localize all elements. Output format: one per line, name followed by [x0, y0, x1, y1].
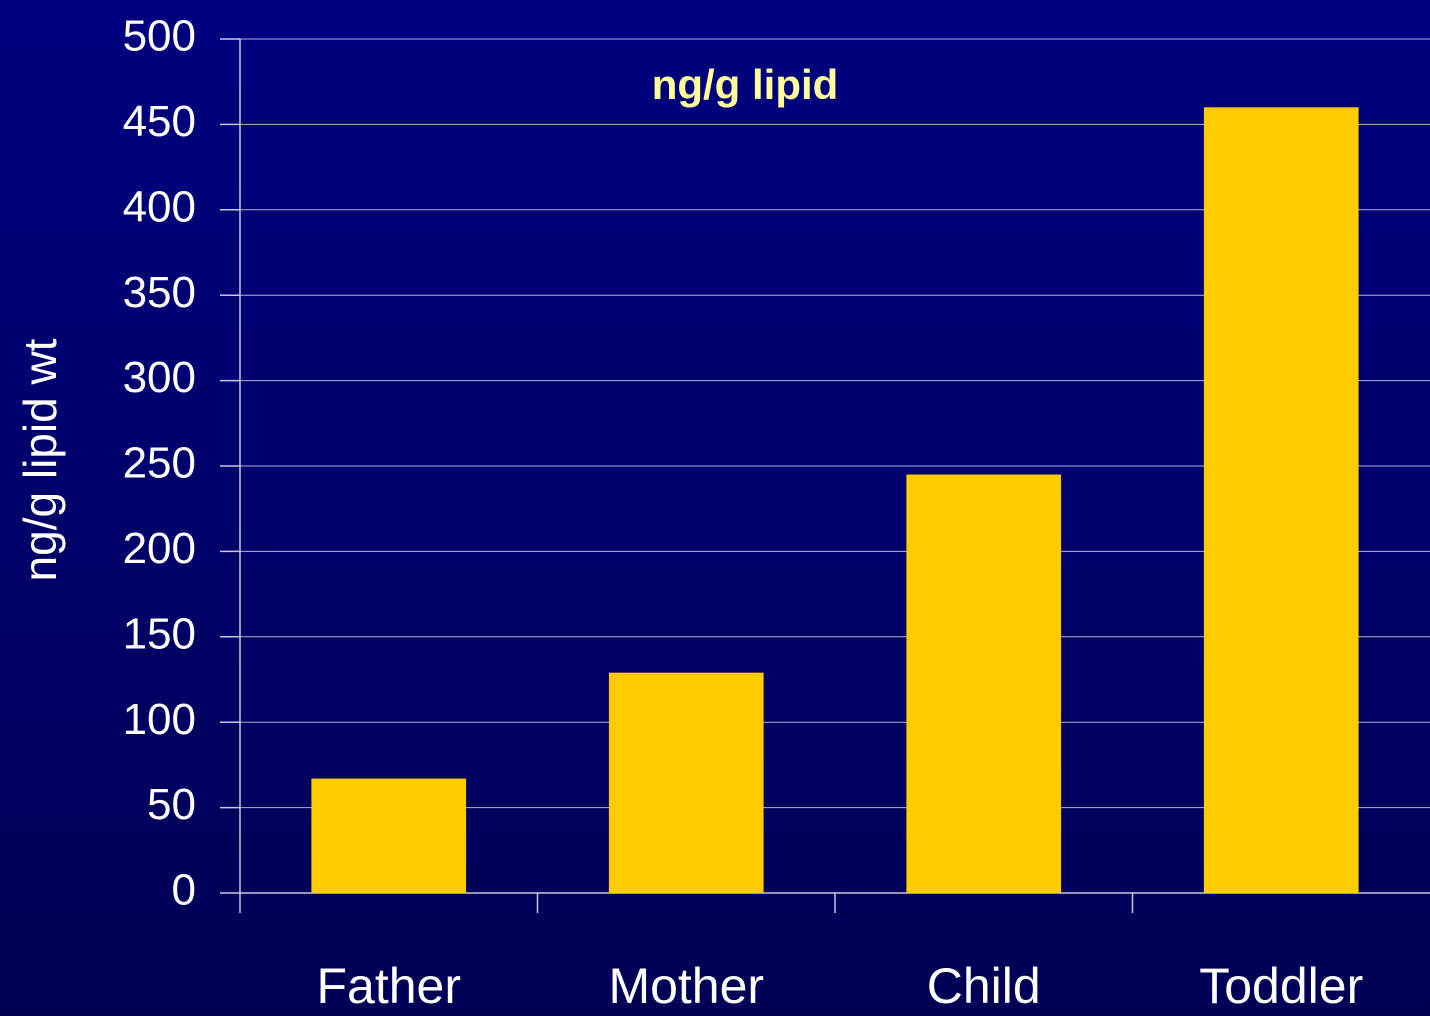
y-tick-label: 350	[123, 268, 196, 317]
x-tick-label: Mother	[608, 958, 764, 1014]
bar	[311, 778, 467, 893]
y-tick-label: 400	[123, 182, 196, 231]
y-tick-label: 500	[123, 12, 196, 61]
y-tick-label: 450	[123, 97, 196, 146]
bar	[608, 672, 764, 893]
annotation: ng/g lipid	[652, 61, 839, 108]
y-tick-label: 100	[123, 695, 196, 744]
x-tick-label: Toddler	[1199, 958, 1363, 1014]
y-tick-label: 0	[172, 866, 196, 915]
y-tick-label: 250	[123, 439, 196, 488]
y-tick-label: 50	[147, 780, 196, 829]
bar	[1203, 107, 1359, 893]
y-tick-label: 300	[123, 353, 196, 402]
y-tick-label: 150	[123, 609, 196, 658]
x-tick-label: Child	[927, 958, 1041, 1014]
y-axis-label: ng/g lipid wt	[14, 338, 66, 581]
bar	[906, 474, 1062, 893]
y-tick-label: 200	[123, 524, 196, 573]
x-tick-label: Father	[316, 958, 461, 1014]
